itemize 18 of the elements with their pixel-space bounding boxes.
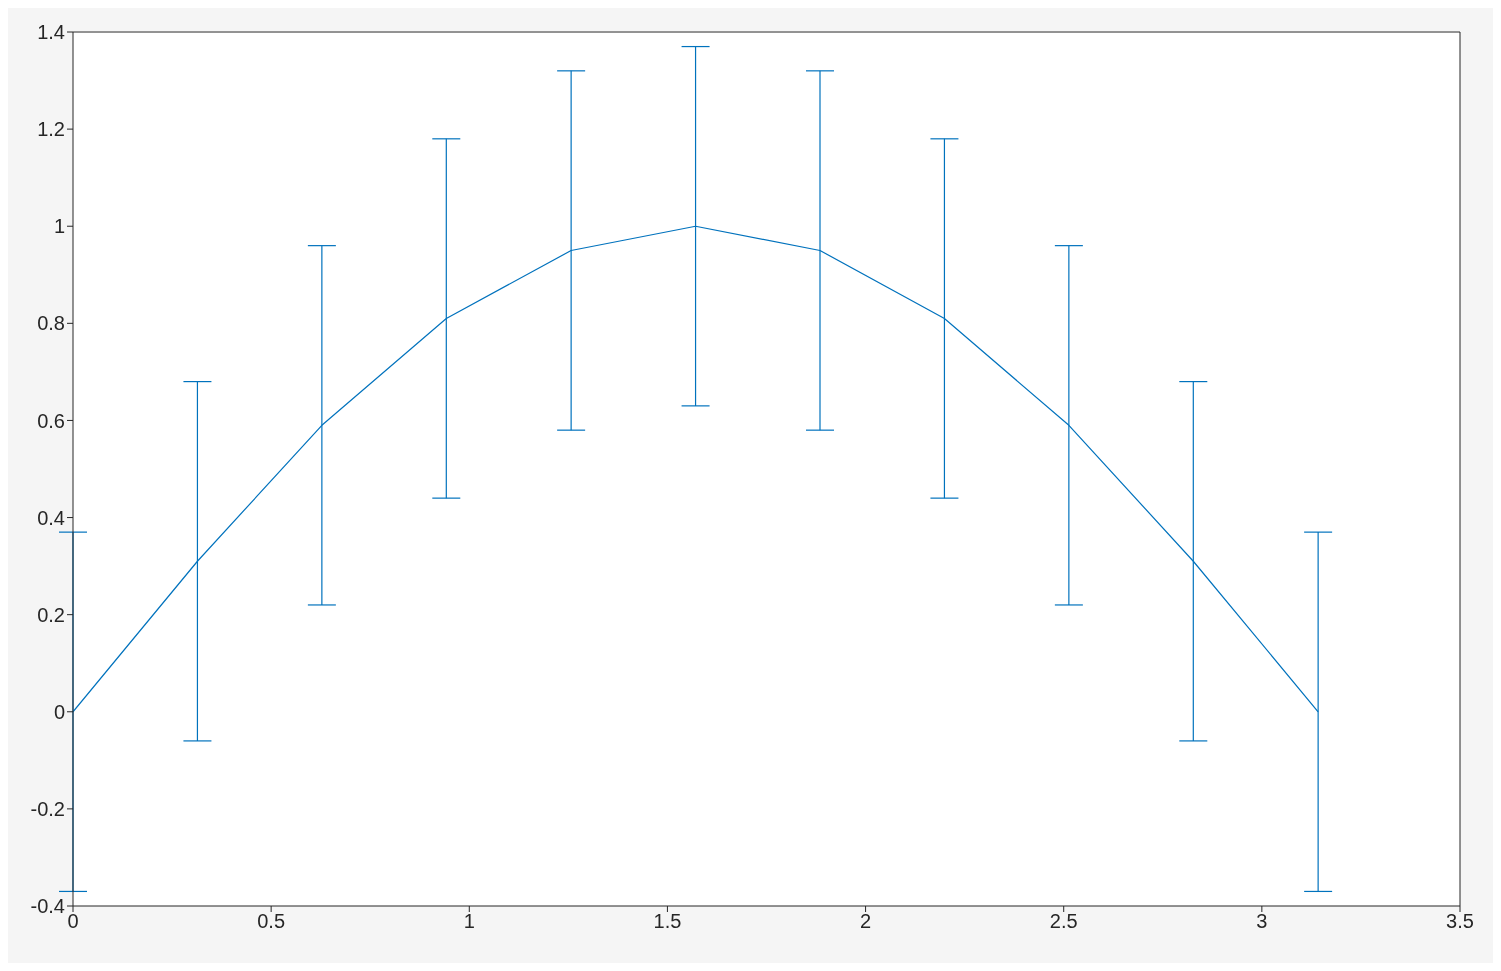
x-tick-label: 1.5 [653, 910, 682, 933]
x-tick-label: 3 [1256, 910, 1268, 933]
x-tick-label: 0 [67, 910, 79, 933]
x-tick-label: 2 [860, 910, 872, 933]
y-tick-label: 1 [53, 215, 65, 238]
y-tick-label: 0.8 [37, 312, 65, 335]
y-tick-label: 0.2 [37, 603, 65, 626]
y-tick-label: -0.2 [30, 797, 65, 820]
y-tick-label: 1.4 [37, 21, 65, 44]
x-tick-label: 3.5 [1446, 910, 1474, 933]
y-tick-label: 0 [53, 700, 65, 723]
x-tick-label: 0.5 [257, 910, 286, 933]
y-tick-label: 0.4 [37, 506, 65, 529]
y-tick-label: 1.2 [37, 118, 65, 141]
x-tick-label: 2.5 [1049, 910, 1078, 933]
x-tick-label: 1 [463, 910, 475, 933]
y-tick-label: 0.6 [37, 409, 65, 432]
y-tick-label: -0.4 [30, 895, 65, 918]
